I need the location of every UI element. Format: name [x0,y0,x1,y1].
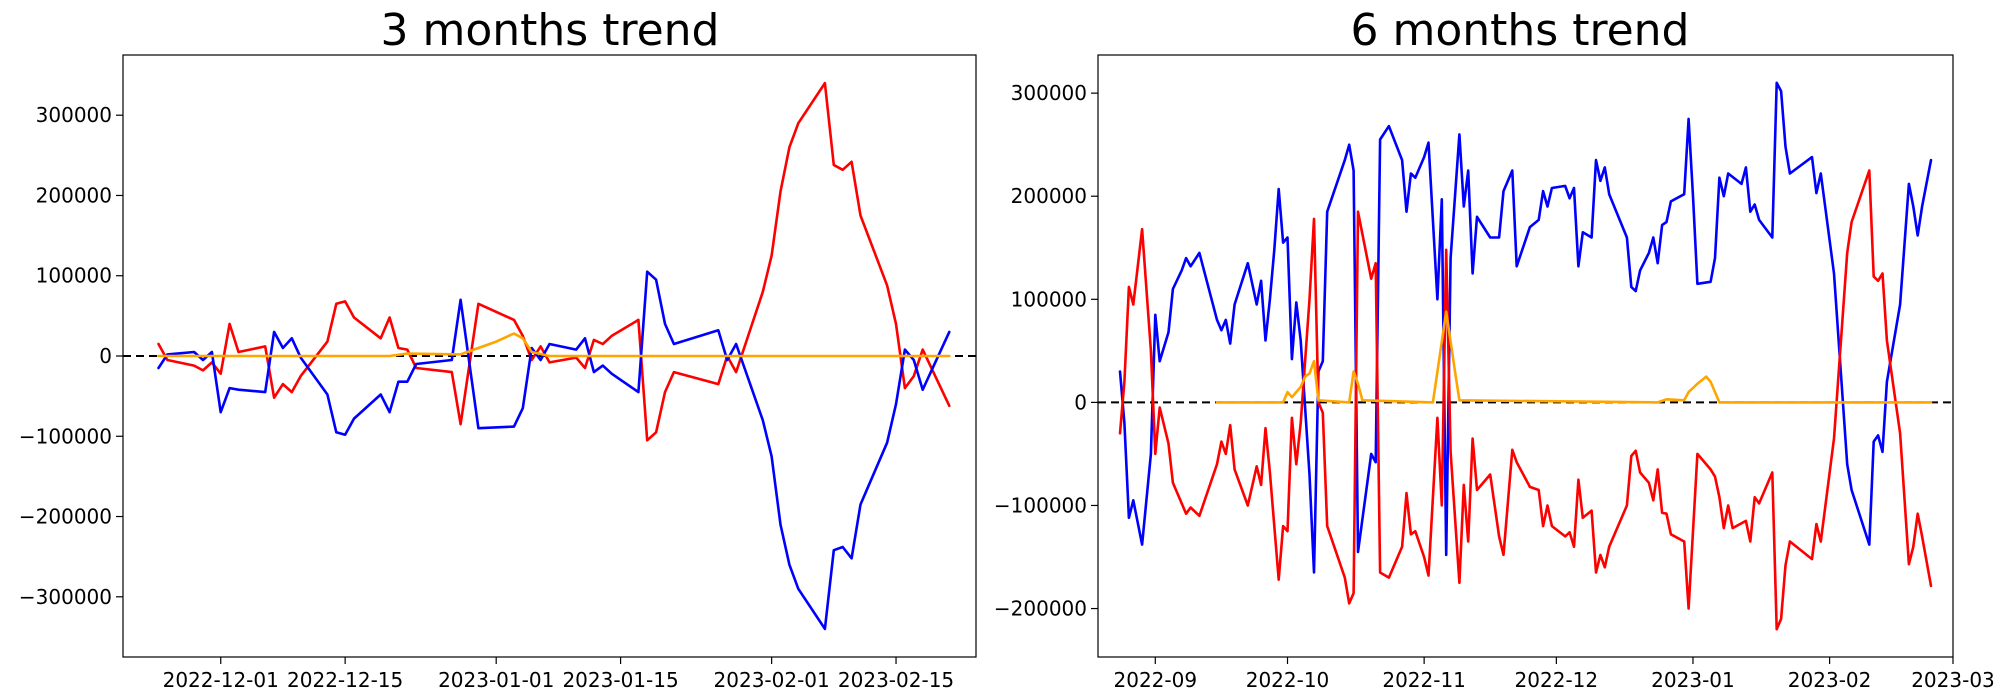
plot-area: 300000 200000 100000 0 −100000 −200000 −300000… [19,54,977,692]
x-tick-label: 2023-03 [1911,668,1995,692]
x-tick-label: 2023-01-01 [438,668,554,692]
y-tick-label: 300000 [1011,81,1087,105]
y-tick-label: 200000 [36,183,112,207]
x-tick-label: 2023-01 [1651,668,1735,692]
y-tick-label: 200000 [1011,184,1087,208]
series-line-red [1118,169,1933,631]
x-tick-label: 2023-02-15 [838,668,954,692]
y-tick-label: −100000 [19,424,112,448]
y-tick-label: 100000 [1011,287,1087,311]
series-line-blue [157,270,951,631]
chart-6-months: 6 months trend 300000 200000 100000 0 −10000… [994,5,1995,692]
y-tick-label: 300000 [36,103,112,127]
y-tick-label: −300000 [19,585,112,609]
chart-title: 3 months trend [381,5,720,56]
x-tick-label: 2023-02-01 [714,668,830,692]
chart-title: 6 months trend [1351,5,1690,56]
x-tick-label: 2023-02 [1788,668,1872,692]
y-tick-label: 100000 [36,264,112,288]
x-tick-label: 2023-01-15 [562,668,678,692]
y-tick-label: 0 [99,344,112,368]
x-tick-label: 2022-09 [1114,668,1198,692]
series-line-orange [1215,310,1933,404]
x-tick-label: 2022-12 [1515,668,1599,692]
plot-area: 300000 200000 100000 0 −100000 −200000 2022-09… [994,54,1995,692]
y-tick-label: −200000 [19,505,112,529]
y-tick-label: 0 [1074,390,1087,414]
y-tick-label: −200000 [994,597,1087,621]
x-tick-label: 2022-12-15 [287,668,403,692]
series-line-orange [157,332,951,358]
y-tick-label: −100000 [994,493,1087,517]
series-line-blue [1118,81,1933,574]
x-tick-label: 2022-10 [1246,668,1330,692]
chart-3-months: 3 months trend 300000 200000 100000 0 −10000… [19,5,977,692]
x-tick-label: 2022-11 [1382,668,1466,692]
series-line-red [157,81,951,442]
x-tick-label: 2022-12-01 [163,668,279,692]
axes-frame [1097,54,1954,658]
